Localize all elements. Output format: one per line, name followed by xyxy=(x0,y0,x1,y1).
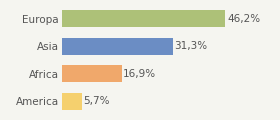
Bar xyxy=(62,10,225,27)
Text: 46,2%: 46,2% xyxy=(227,14,260,24)
Bar xyxy=(62,65,122,82)
Bar xyxy=(62,38,172,55)
Text: 31,3%: 31,3% xyxy=(174,41,207,51)
Text: 5,7%: 5,7% xyxy=(84,96,110,106)
Text: 16,9%: 16,9% xyxy=(123,69,157,79)
Bar xyxy=(62,93,82,110)
